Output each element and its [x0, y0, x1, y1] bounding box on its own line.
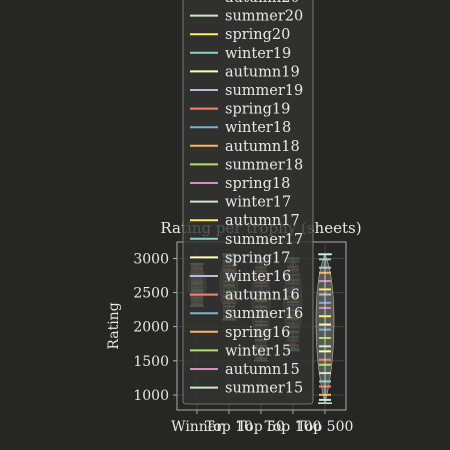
legend-entry-label: autumn16: [225, 288, 300, 304]
legend-entry-label: winter17: [225, 195, 291, 211]
legend-entry-label: autumn18: [225, 139, 300, 155]
legend-entry-label: autumn17: [225, 213, 300, 229]
x-tick-label: Top 10: [205, 419, 253, 435]
legend-entry-label: autumn19: [225, 64, 300, 80]
y-tick-label: 1500: [133, 354, 169, 370]
legend-entry-label: winter19: [225, 46, 291, 62]
y-axis-label: Rating: [106, 302, 122, 349]
legend-entry-label: winter15: [225, 343, 291, 359]
legend-entry-label: summer15: [225, 381, 303, 397]
legend-entry-label: summer18: [225, 157, 303, 173]
legend-entry-label: spring17: [225, 250, 290, 266]
legend-entry-label: autumn20: [225, 0, 300, 6]
y-tick-label: 3000: [133, 251, 169, 267]
legend-entry-label: summer19: [225, 83, 303, 99]
y-tick-label: 2000: [133, 320, 169, 336]
legend-entry-label: summer17: [225, 232, 303, 248]
legend: autumn20 summer20 spring20 winter19 autumn19…: [182, 0, 314, 405]
legend-entry-label: spring18: [225, 176, 290, 192]
x-tick-label: Top 500: [297, 419, 354, 435]
legend-entry-label: autumn15: [225, 362, 300, 378]
legend-entry-label: summer16: [225, 306, 303, 322]
x-tick-label: Top 50: [237, 419, 285, 435]
x-tick-label: Winner: [171, 419, 223, 435]
legend-entry-label: spring16: [225, 325, 290, 341]
x-tick-label: Top 100: [265, 419, 322, 435]
legend-box: [182, 0, 314, 405]
legend-entry-label: summer20: [225, 9, 303, 25]
y-tick-label: 1000: [133, 388, 169, 404]
legend-entry-label: spring20: [225, 27, 290, 43]
y-tick-label: 2500: [133, 286, 169, 302]
y-axis-ticks: 1000 1500 2000 2500 3000: [133, 251, 177, 404]
legend-entry-label: winter18: [225, 120, 291, 136]
legend-entry-label: spring19: [225, 102, 290, 118]
legend-entry-label: winter16: [225, 269, 291, 285]
